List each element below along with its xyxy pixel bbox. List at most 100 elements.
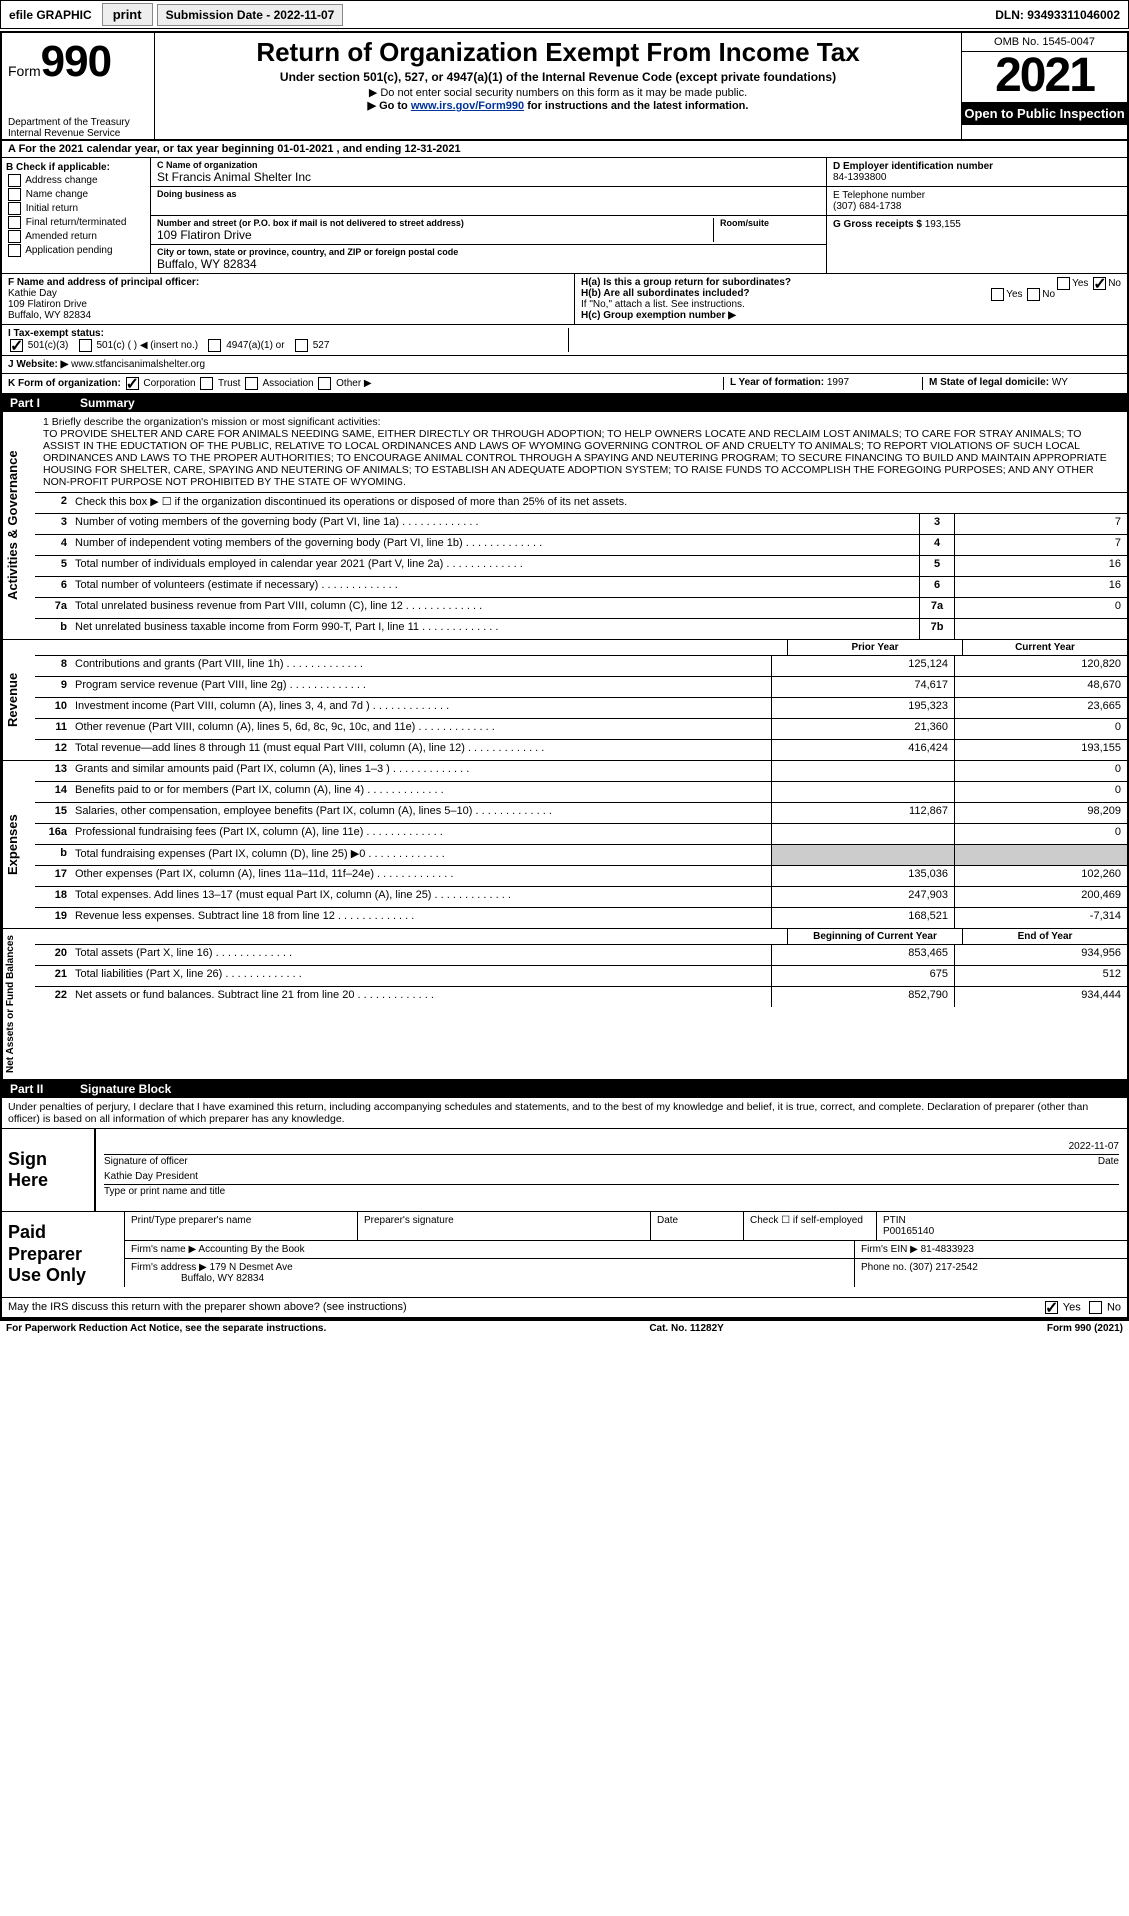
line-21: 21Total liabilities (Part X, line 26)675…	[35, 966, 1127, 987]
city-state-zip: Buffalo, WY 82834	[157, 257, 820, 271]
part-2-header: Part II Signature Block	[2, 1080, 1127, 1098]
cb-name-change[interactable]	[8, 188, 21, 201]
line-19: 19Revenue less expenses. Subtract line 1…	[35, 908, 1127, 928]
line-b: bTotal fundraising expenses (Part IX, co…	[35, 845, 1127, 866]
cb-501c3[interactable]	[10, 339, 23, 352]
vtab-netassets: Net Assets or Fund Balances	[2, 929, 35, 1079]
line-9: 9Program service revenue (Part VIII, lin…	[35, 677, 1127, 698]
line-17: 17Other expenses (Part IX, column (A), l…	[35, 866, 1127, 887]
cb-ha-yes[interactable]	[1057, 277, 1070, 290]
cb-501c[interactable]	[79, 339, 92, 352]
cb-discuss-no[interactable]	[1089, 1301, 1102, 1314]
tax-exempt-status: I Tax-exempt status: 501(c)(3) 501(c) ( …	[2, 325, 1127, 356]
cb-trust[interactable]	[200, 377, 213, 390]
gov-line-2: 2Check this box ▶ ☐ if the organization …	[35, 493, 1127, 514]
revenue-col-headers: Prior Year Current Year	[35, 640, 1127, 656]
form-990: Form990 Department of the Treasury Inter…	[0, 31, 1129, 1321]
firm-ein: 81-4833923	[921, 1244, 974, 1255]
cb-hb-no[interactable]	[1027, 288, 1040, 301]
form-org-row: K Form of organization: Corporation Trus…	[2, 374, 1127, 394]
line-12: 12Total revenue—add lines 8 through 11 (…	[35, 740, 1127, 760]
line-14: 14Benefits paid to or for members (Part …	[35, 782, 1127, 803]
ein: 84-1393800	[833, 172, 886, 183]
irs-link[interactable]: www.irs.gov/Form990	[411, 100, 524, 112]
year-formation: 1997	[827, 377, 849, 388]
line-15: 15Salaries, other compensation, employee…	[35, 803, 1127, 824]
line-18: 18Total expenses. Add lines 13–17 (must …	[35, 887, 1127, 908]
cb-corp[interactable]	[126, 377, 139, 390]
officer-name: Kathie Day President	[104, 1171, 198, 1182]
vtab-revenue: Revenue	[2, 640, 35, 760]
group-return: H(a) Is this a group return for subordin…	[575, 274, 1127, 324]
revenue-section: Revenue Prior Year Current Year 8Contrib…	[2, 640, 1127, 761]
activities-governance-section: Activities & Governance 1 Briefly descri…	[2, 412, 1127, 640]
dept-label: Department of the Treasury	[8, 117, 148, 128]
header-left: Form990 Department of the Treasury Inter…	[2, 33, 155, 139]
sign-here-row: Sign Here 2022-11-07 Signature of office…	[2, 1129, 1127, 1212]
cb-hb-yes[interactable]	[991, 288, 1004, 301]
cb-initial-return[interactable]	[8, 202, 21, 215]
inspection-label: Open to Public Inspection	[962, 102, 1127, 125]
state-domicile: WY	[1052, 377, 1068, 388]
part-1-header: Part I Summary	[2, 394, 1127, 412]
gov-line-4: 4Number of independent voting members of…	[35, 535, 1127, 556]
irs-label: Internal Revenue Service	[8, 128, 148, 139]
street-address: 109 Flatiron Drive	[157, 228, 713, 242]
gov-line-5: 5Total number of individuals employed in…	[35, 556, 1127, 577]
line-22: 22Net assets or fund balances. Subtract …	[35, 987, 1127, 1007]
row-a-tax-year: A For the 2021 calendar year, or tax yea…	[2, 141, 1127, 158]
col-c-org-info: C Name of organization St Francis Animal…	[151, 158, 826, 273]
firm-addr1: 179 N Desmet Ave	[210, 1262, 293, 1273]
cb-4947[interactable]	[208, 339, 221, 352]
line-11: 11Other revenue (Part VIII, column (A), …	[35, 719, 1127, 740]
entity-info-grid: B Check if applicable: Address change Na…	[2, 158, 1127, 274]
vtab-governance: Activities & Governance	[2, 412, 35, 639]
form-subtitle: Under section 501(c), 527, or 4947(a)(1)…	[161, 70, 955, 84]
cb-application[interactable]	[8, 244, 21, 257]
col-b-checkboxes: B Check if applicable: Address change Na…	[2, 158, 151, 273]
print-button[interactable]: print	[102, 3, 153, 26]
cb-ha-no[interactable]	[1093, 277, 1106, 290]
cb-final-return[interactable]	[8, 216, 21, 229]
submission-date: Submission Date - 2022-11-07	[157, 4, 344, 26]
gov-line-6: 6Total number of volunteers (estimate if…	[35, 577, 1127, 598]
firm-phone: (307) 217-2542	[909, 1262, 977, 1273]
cb-assoc[interactable]	[245, 377, 258, 390]
form-header: Form990 Department of the Treasury Inter…	[2, 33, 1127, 141]
website-row: J Website: ▶ www.stfancisanimalshelter.o…	[2, 356, 1127, 374]
website: www.stfancisanimalshelter.org	[71, 359, 205, 370]
vtab-expenses: Expenses	[2, 761, 35, 928]
cb-other[interactable]	[318, 377, 331, 390]
cb-discuss-yes[interactable]	[1045, 1301, 1058, 1314]
top-bar: efile GRAPHIC print Submission Date - 20…	[0, 0, 1129, 29]
telephone: (307) 684-1738	[833, 201, 901, 212]
line-13: 13Grants and similar amounts paid (Part …	[35, 761, 1127, 782]
goto-line: ▶ Go to www.irs.gov/Form990 for instruct…	[161, 99, 955, 112]
line-10: 10Investment income (Part VIII, column (…	[35, 698, 1127, 719]
form-title: Return of Organization Exempt From Incom…	[161, 37, 955, 68]
dln-label: DLN: 93493311046002	[995, 8, 1128, 22]
firm-name: Accounting By the Book	[198, 1244, 304, 1255]
may-irs-discuss: May the IRS discuss this return with the…	[2, 1298, 1127, 1319]
mission-block: 1 Briefly describe the organization's mi…	[35, 412, 1127, 493]
expenses-section: Expenses 13Grants and similar amounts pa…	[2, 761, 1127, 929]
firm-addr2: Buffalo, WY 82834	[181, 1273, 264, 1284]
gross-receipts: 193,155	[925, 219, 961, 230]
line-20: 20Total assets (Part X, line 16)853,4659…	[35, 945, 1127, 966]
gov-line-b: bNet unrelated business taxable income f…	[35, 619, 1127, 639]
paid-preparer-row: Paid Preparer Use Only Print/Type prepar…	[2, 1212, 1127, 1298]
row-f-h: F Name and address of principal officer:…	[2, 274, 1127, 325]
form-label: Form	[8, 63, 41, 79]
header-center: Return of Organization Exempt From Incom…	[155, 33, 961, 139]
org-name: St Francis Animal Shelter Inc	[157, 170, 820, 184]
form-number: 990	[41, 37, 111, 86]
ssn-warning: ▶ Do not enter social security numbers o…	[161, 86, 955, 99]
line-16a: 16aProfessional fundraising fees (Part I…	[35, 824, 1127, 845]
cb-527[interactable]	[295, 339, 308, 352]
page-footer: For Paperwork Reduction Act Notice, see …	[0, 1321, 1129, 1336]
cb-amended[interactable]	[8, 230, 21, 243]
cb-address-change[interactable]	[8, 174, 21, 187]
ptin: P00165140	[883, 1226, 934, 1237]
net-assets-section: Net Assets or Fund Balances Beginning of…	[2, 929, 1127, 1080]
tax-year: 2021	[962, 52, 1127, 102]
